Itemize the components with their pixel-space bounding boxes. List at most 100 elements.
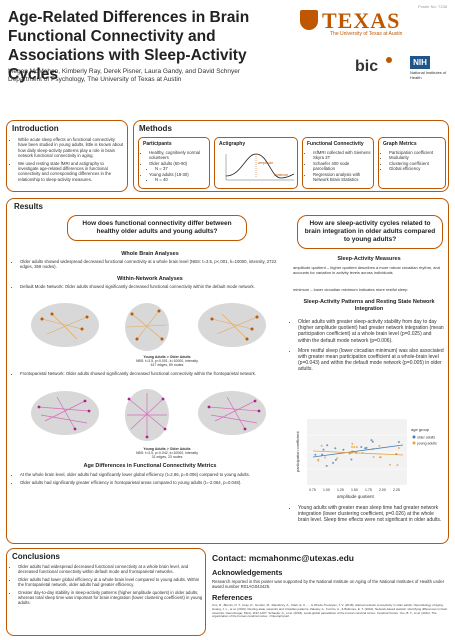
sleep-activity-minimum: minimum – lower circadian minimum indica… [293,287,408,292]
scatter-ylabel: participation coefficient [295,430,300,472]
actigraphy-curve: amplitude minimum [225,153,295,181]
acknowledgements-text: Research reported in this poster was sup… [212,579,445,590]
participants-item: Healthy, cognitively normal volunteers [149,150,208,161]
references-title: References [212,593,253,602]
scatter-point-older [370,439,373,442]
participants-heading: Participants [143,141,172,147]
sleep-result-bullet: Young adults with greater mean sleep tim… [298,505,445,524]
graph-item: Modularity [389,155,444,160]
department: Department of Psychology, The University… [8,76,182,83]
fp-brain-figure [31,389,266,441]
bic-text: bic [355,58,378,75]
scatter-xtick: 0.75 [309,488,316,492]
actigraphy-box: Actigraphy amplitude minimum [214,137,298,189]
scatter-point-young [397,447,400,449]
participants-list: Healthy, cognitively normal volunteers O… [142,150,208,182]
legend-young: young adults [417,442,437,446]
scatter-point-young [396,464,399,467]
scatter-xtick: 2.00 [379,488,386,492]
scatter-xtick: 1.00 [323,488,330,492]
methods-title: Methods [139,124,172,133]
scatter-point-young [372,456,375,458]
authors: Megan McMahon, Kimberly Ray, Derek Pisne… [8,68,241,75]
conclusion-bullet: Older adults had lower global efficiency… [18,577,203,588]
scatter-point-older [342,448,345,451]
graph-metrics-box: Graph Metrics Participation coefficient … [378,137,446,189]
ut-seal-icon [300,10,318,30]
participants-item: N = 40 [155,177,208,182]
authors-block: Megan McMahon, Kimberly Ray, Derek Pisne… [8,68,268,84]
fig1-caption-line: Young Adults > Older Adults [143,355,191,359]
legend-older: older adults [417,436,435,440]
nih-badge: NIH [410,56,430,69]
fc-item: rsfMRI collected with Siemens Skyra 3T [313,150,372,161]
scatter-point-older [321,453,324,456]
fig2-caption-line: 31 edges, 23 nodes [151,455,183,460]
scatter-point-older [365,446,368,449]
conclusions-bullets: Older adults had widespread decreased fu… [11,564,203,606]
fig2-caption-line: NBS: t=3.5, p=0.042, k=10000, intensity [136,451,198,456]
metrics-bullets: At the whole brain level, older adults h… [13,472,285,486]
conclusions-title: Conclusions [12,552,61,561]
conclusion-bullet: Older adults had widespread decreased fu… [18,564,203,575]
methods-section: Methods Participants Healthy, cognitivel… [133,120,449,192]
scatter-xlabel: amplitude quotient [337,494,375,499]
bic-mark-icon: bic [355,57,392,75]
whole-brain-bullets: Older adults showed widespread decreased… [13,259,285,270]
nih-subtitle: National Institutes of Health [410,70,447,80]
scatter-point-older [325,464,328,467]
graph-item: Clustering coefficient [389,161,444,166]
intro-bullet: While acute sleep effects on functional … [18,137,125,159]
graph-item: Participation coefficient [389,150,444,155]
participants-item: Young adults (18-30) [149,172,208,177]
sleep-patterns-heading: Sleep-Activity Patterns and Resting Stat… [303,299,435,312]
fc-item: Schaefer 400 node parcellation [313,161,372,172]
graph-heading: Graph Metrics [383,141,417,147]
scatter-point-young [320,444,323,447]
ut-subtitle: The University of Texas at Austin [330,31,403,37]
sleep-result-bullet: Older adults with greater sleep-activity… [298,319,445,344]
scatter-point-older [397,441,400,443]
scatter-point-older [371,440,374,443]
scatter-point-older [334,447,337,450]
acknowledgements-title: Acknowledgements [212,568,283,577]
fig2-caption-line: Young Adults > Older Adults [143,447,191,451]
scatter-point-young [317,459,320,462]
conclusion-bullet: Greater day-to-day stability in sleep-ac… [18,590,203,606]
whole-brain-heading: Whole Brain Analyses [121,251,179,257]
poster-number: Poster No: T238 [417,4,447,9]
fp-bullets: Frontoparietal Network: Older adults sho… [13,371,285,376]
amplitude-label: amplitude [258,161,273,165]
dmn-bullets: Default Mode Network: Older adults showe… [13,284,285,289]
scatter-point-young [351,442,354,445]
fc-heading: Functional Connectivity [307,141,364,147]
legend-older-swatch [412,435,416,439]
scatter-point-older [332,461,334,464]
results-section: Results How does functional connectivity… [6,198,449,544]
actigraphy-heading: Actigraphy [219,141,246,147]
participants-box: Participants Healthy, cognitively normal… [138,137,210,189]
fig2-caption: Young Adults > Older Adults NBS: t=3.5, … [107,447,227,460]
fig1-caption-line: 617 edges, 89 nodes [150,363,184,368]
sleep-activity-heading: Sleep-Activity Measures [337,256,401,262]
fc-list: rsfMRI collected with Siemens Skyra 3T S… [306,150,372,182]
minimum-label: minimum [274,173,288,177]
sleep-activity-amplitude: amplitude quotient – higher quotient des… [293,265,440,275]
fc-item: Regression analysis with Network Brain S… [313,172,372,183]
metrics-bullet: Older adults had significantly greater e… [20,480,285,485]
whole-brain-bullet: Older adults showed widespread decreased… [20,259,285,270]
contact-email: Contact: mcmahonmc@utexas.edu [212,553,354,563]
scatter-point-young [353,446,356,449]
fp-bullet: Frontoparietal Network: Older adults sho… [20,371,285,376]
references-text: Cox, R., Blumin, N. T., Gray, D., Gordon… [212,603,448,619]
nih-logo: NIH National Institutes of Health [410,56,448,82]
intro-bullets: While acute sleep effects on functional … [11,137,125,182]
ut-logo: TEXAS The University of Texas at Austin [300,8,448,37]
metrics-bullet: At the whole brain level, older adults h… [20,472,285,477]
scatter-point-young [389,463,391,466]
introduction-section: Introduction While acute sleep effects o… [6,120,128,192]
scatter-point-young [351,445,353,448]
dmn-brain-figure [31,303,266,351]
fc-box: Functional Connectivity rsfMRI collected… [302,137,374,189]
sleep-results-bullets-2: Young adults with greater mean sleep tim… [291,505,445,524]
